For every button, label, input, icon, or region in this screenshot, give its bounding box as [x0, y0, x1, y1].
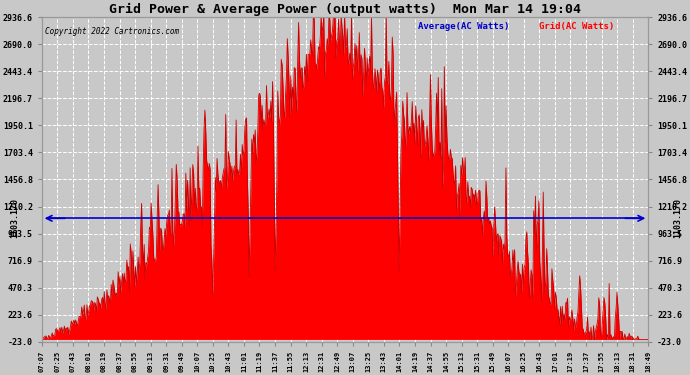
Text: 1103.170: 1103.170 — [673, 198, 682, 238]
Text: Copyright 2022 Cartronics.com: Copyright 2022 Cartronics.com — [45, 27, 179, 36]
Text: 1103.170: 1103.170 — [10, 198, 19, 238]
Text: Average(AC Watts): Average(AC Watts) — [417, 22, 509, 31]
Title: Grid Power & Average Power (output watts)  Mon Mar 14 19:04: Grid Power & Average Power (output watts… — [109, 3, 581, 16]
Text: Grid(AC Watts): Grid(AC Watts) — [539, 22, 614, 31]
